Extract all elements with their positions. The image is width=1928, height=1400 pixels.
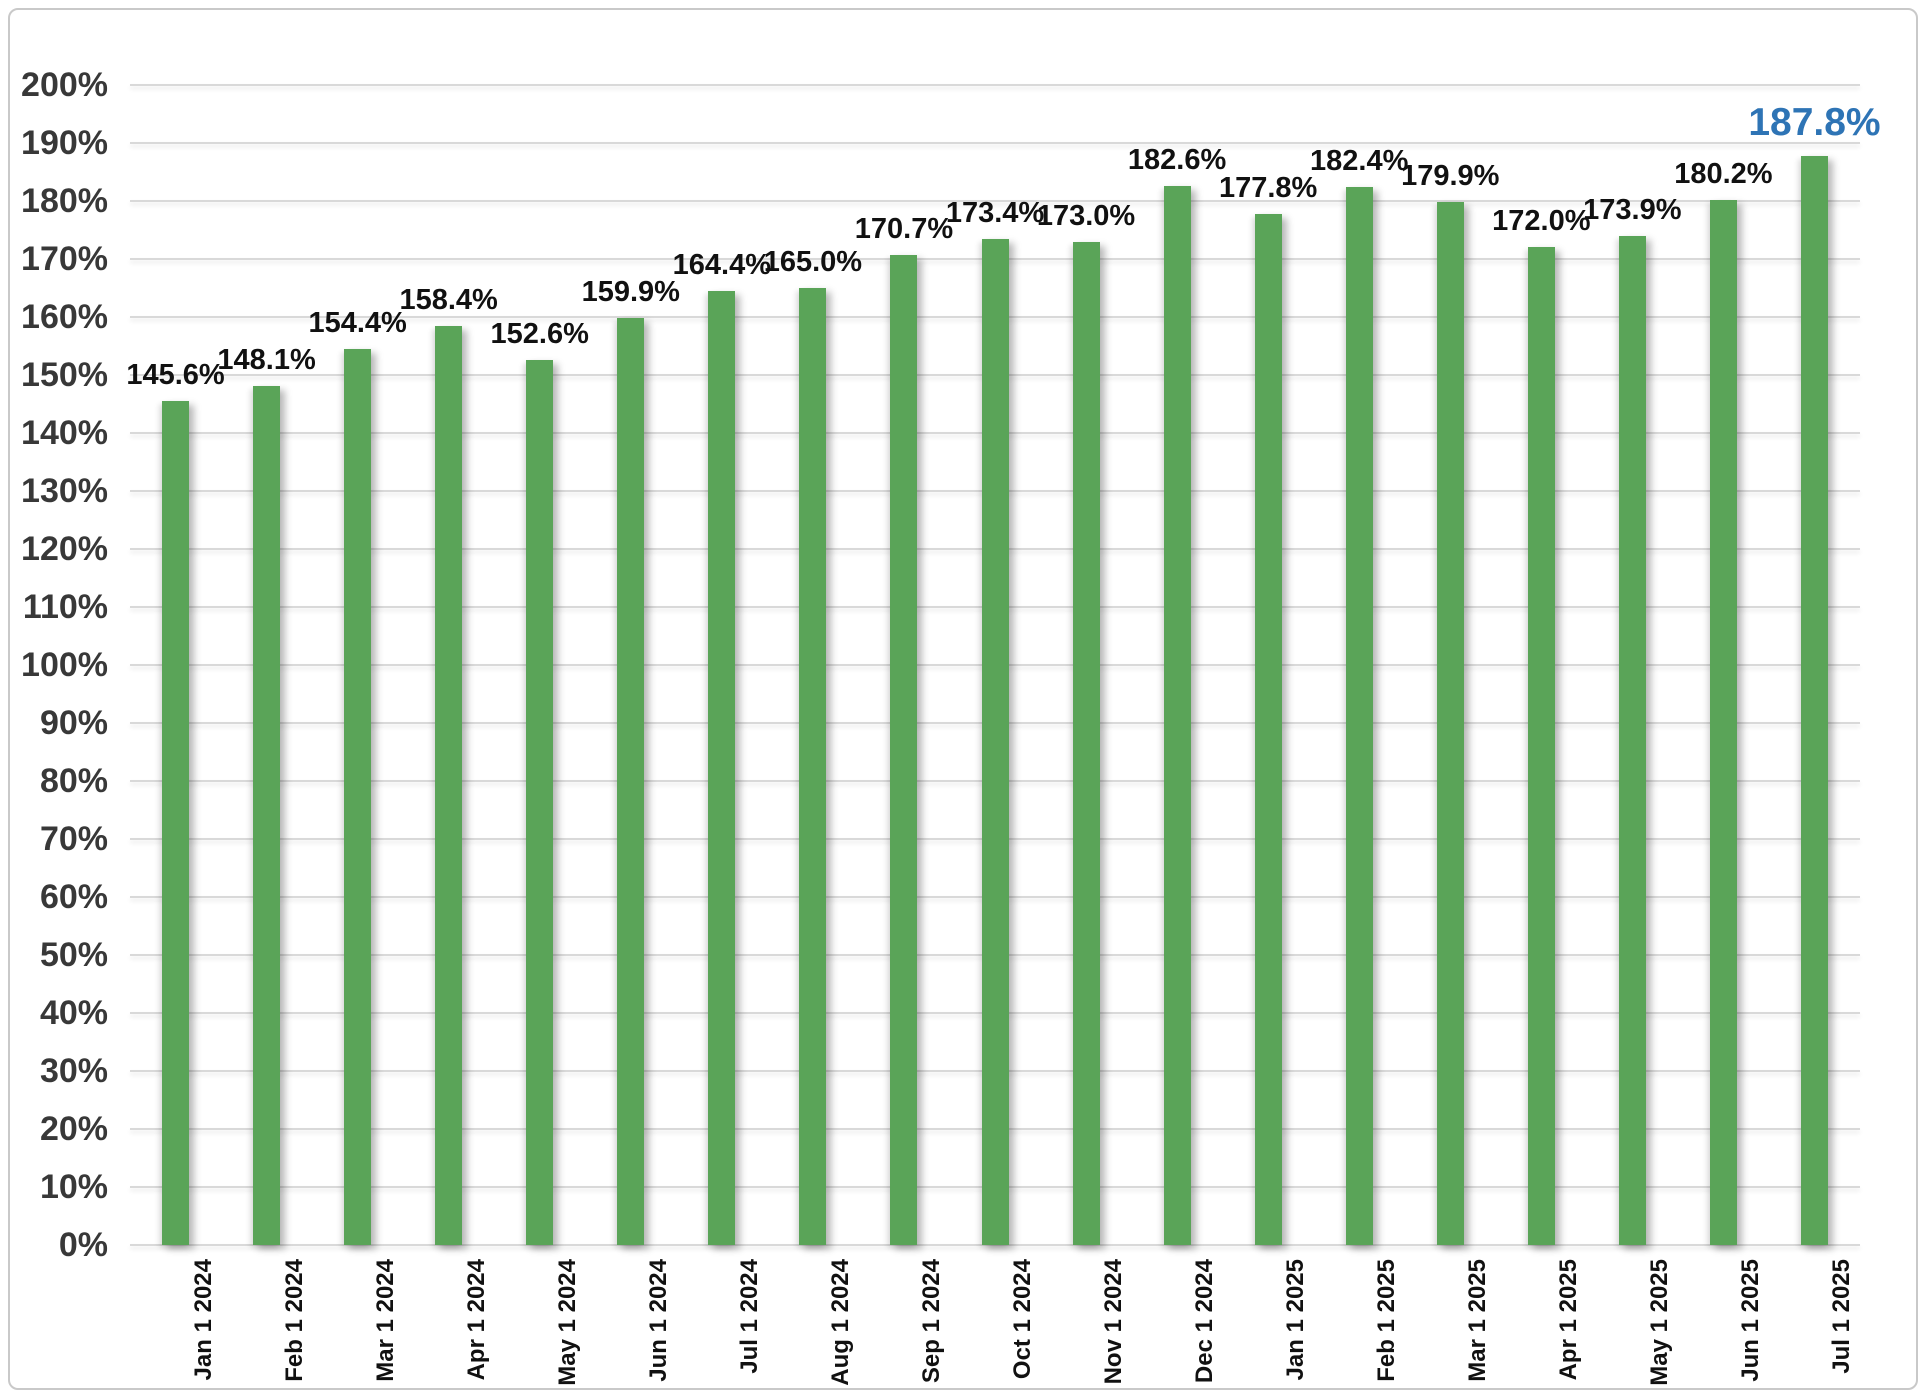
bar xyxy=(1163,185,1191,1245)
value-label: 173.4% xyxy=(945,197,1045,230)
y-tick-label: 40% xyxy=(39,994,108,1032)
y-tick-label: 180% xyxy=(21,182,108,220)
value-label: 172.0% xyxy=(1492,205,1591,238)
bar xyxy=(708,291,736,1245)
y-tick-label: 130% xyxy=(21,472,108,510)
x-tick-label: Jun 1 2024 xyxy=(644,1259,672,1382)
gridline xyxy=(130,142,1860,144)
bar xyxy=(162,400,190,1245)
bar xyxy=(435,326,463,1245)
x-tick-label: Jan 1 2024 xyxy=(189,1259,217,1381)
y-tick-label: 200% xyxy=(21,66,108,104)
value-label: 145.6% xyxy=(126,358,225,391)
y-tick-label: 60% xyxy=(39,878,108,916)
value-label: 148.1% xyxy=(217,344,316,377)
bar xyxy=(981,239,1009,1245)
bar xyxy=(1436,201,1464,1245)
bar xyxy=(1709,199,1737,1245)
value-label: 173.0% xyxy=(1036,199,1136,232)
bar xyxy=(1254,213,1282,1245)
x-tick-label: Apr 1 2024 xyxy=(462,1259,490,1381)
y-tick-label: 10% xyxy=(39,1168,108,1206)
x-tick-label: Aug 1 2024 xyxy=(826,1259,854,1386)
x-tick-label: Oct 1 2024 xyxy=(1009,1259,1036,1380)
value-label: 179.9% xyxy=(1401,159,1500,192)
bar xyxy=(617,317,645,1245)
value-label: 158.4% xyxy=(399,284,498,317)
y-tick-label: 20% xyxy=(39,1110,108,1148)
value-label: 152.6% xyxy=(490,317,589,350)
x-tick-label: Jul 1 2025 xyxy=(1828,1259,1856,1374)
y-tick-label: 110% xyxy=(22,588,108,626)
x-tick-label: Nov 1 2024 xyxy=(1100,1259,1128,1385)
bar xyxy=(253,386,281,1245)
gridline xyxy=(130,1244,1860,1246)
y-tick-label: 50% xyxy=(39,936,108,974)
bar xyxy=(1800,155,1828,1245)
x-tick-label: May 1 2024 xyxy=(553,1259,581,1386)
y-tick-label: 120% xyxy=(21,530,108,568)
bar xyxy=(344,349,372,1245)
gridline xyxy=(130,200,1860,202)
x-tick-label: Mar 1 2025 xyxy=(1464,1259,1492,1382)
bar xyxy=(1345,187,1373,1245)
x-tick-label: Sep 1 2024 xyxy=(917,1259,945,1384)
y-tick-label: 70% xyxy=(39,820,108,858)
bar xyxy=(799,288,827,1245)
value-label: 173.9% xyxy=(1583,194,1682,227)
y-tick-label: 160% xyxy=(21,298,108,336)
value-label: 154.4% xyxy=(308,307,407,340)
y-tick-label: 190% xyxy=(21,124,108,162)
y-tick-label: 30% xyxy=(39,1052,108,1090)
x-tick-label: Jan 1 2025 xyxy=(1282,1259,1310,1381)
y-tick-label: 80% xyxy=(39,762,108,800)
value-label: 170.7% xyxy=(854,212,954,245)
y-tick-label: 170% xyxy=(21,240,108,278)
value-label: 182.4% xyxy=(1310,145,1409,178)
bar xyxy=(1618,236,1646,1245)
y-tick-label: 0% xyxy=(58,1226,108,1264)
gridline xyxy=(130,84,1860,86)
x-tick-label: Apr 1 2025 xyxy=(1555,1259,1583,1381)
x-tick-label: Mar 1 2024 xyxy=(371,1259,399,1382)
bar xyxy=(1527,247,1555,1245)
value-label-highlight: 187.8% xyxy=(1748,100,1881,144)
y-tick-label: 90% xyxy=(39,704,108,742)
x-tick-label: Dec 1 2024 xyxy=(1191,1259,1219,1384)
value-label: 177.8% xyxy=(1218,171,1318,204)
y-tick-label: 100% xyxy=(21,646,108,684)
value-label: 165.0% xyxy=(763,246,863,278)
bar xyxy=(890,254,918,1245)
chart-frame xyxy=(8,8,1918,1390)
y-tick-label: 140% xyxy=(21,414,108,452)
bar xyxy=(1072,241,1100,1245)
x-tick-label: Feb 1 2025 xyxy=(1373,1259,1401,1382)
bar xyxy=(526,359,554,1245)
value-label: 180.2% xyxy=(1674,157,1773,190)
x-tick-label: Feb 1 2024 xyxy=(280,1259,308,1382)
value-label: 164.4% xyxy=(672,249,771,282)
x-tick-label: Jun 1 2025 xyxy=(1737,1259,1765,1382)
value-label: 159.9% xyxy=(581,275,680,308)
x-tick-label: May 1 2025 xyxy=(1646,1259,1674,1386)
x-tick-label: Jul 1 2024 xyxy=(735,1259,763,1374)
value-label: 182.6% xyxy=(1127,143,1227,176)
y-tick-label: 150% xyxy=(21,356,108,394)
